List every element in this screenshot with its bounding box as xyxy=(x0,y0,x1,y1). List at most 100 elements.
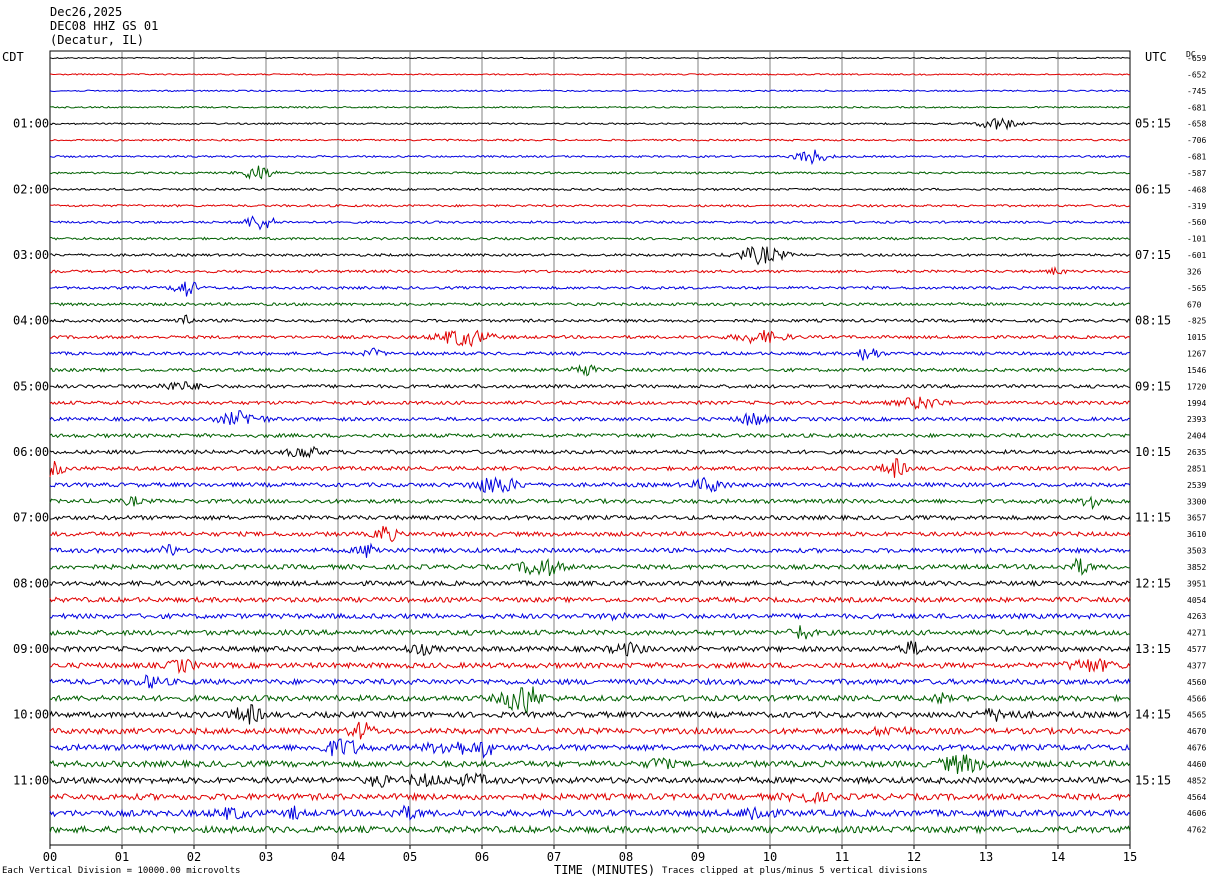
dc-offset-label: 1720 xyxy=(1187,382,1206,391)
right-timezone: UTC xyxy=(1145,50,1167,64)
trace-green xyxy=(49,301,1131,307)
left-hour-label: 03:00 xyxy=(13,248,49,262)
trace-red xyxy=(49,457,1131,478)
left-hour-label: 11:00 xyxy=(13,773,49,787)
right-hour-label: 11:15 xyxy=(1135,511,1171,525)
dc-offset-label: 4670 xyxy=(1187,727,1206,736)
trace-red xyxy=(49,595,1131,604)
trace-blue xyxy=(49,674,1131,689)
x-tick-label: 06 xyxy=(475,850,489,864)
dc-offset-label: 3503 xyxy=(1187,547,1206,556)
trace-red xyxy=(49,266,1131,275)
dc-offset-label: 3951 xyxy=(1187,579,1206,588)
trace-green xyxy=(49,432,1131,439)
dc-offset-label: -658 xyxy=(1187,120,1206,129)
right-hour-label: 06:15 xyxy=(1135,182,1171,196)
scale-note: Each Vertical Division = 10000.00 microv… xyxy=(2,866,241,876)
left-hour-label: 08:00 xyxy=(13,576,49,590)
trace-red xyxy=(49,203,1131,208)
right-hour-label: 07:15 xyxy=(1135,248,1171,262)
trace-red xyxy=(49,657,1131,675)
clip-note: Traces clipped at plus/minus 5 vertical … xyxy=(662,866,928,876)
right-hour-label: 13:15 xyxy=(1135,642,1171,656)
trace-blue xyxy=(49,215,1131,231)
dc-offset-label: -825 xyxy=(1187,317,1206,326)
dc-offset-label: 3300 xyxy=(1187,497,1206,506)
trace-black xyxy=(49,772,1131,788)
trace-blue xyxy=(49,738,1131,759)
dc-offset-label: -319 xyxy=(1187,202,1206,211)
trace-black xyxy=(49,445,1131,459)
trace-blue xyxy=(49,542,1131,558)
left-hour-label: 10:00 xyxy=(13,708,49,722)
x-tick-label: 05 xyxy=(403,850,417,864)
left-hour-label: 04:00 xyxy=(13,314,49,328)
trace-black xyxy=(49,187,1131,192)
right-hour-label: 10:15 xyxy=(1135,445,1171,459)
trace-blue xyxy=(49,89,1131,93)
dc-offset-label: 4606 xyxy=(1187,809,1206,818)
dc-offset-label: -681 xyxy=(1187,103,1206,112)
dc-offset-label: 4565 xyxy=(1187,711,1206,720)
right-hour-label: 15:15 xyxy=(1135,773,1171,787)
left-hour-label: 07:00 xyxy=(13,511,49,525)
dc-offset-label: 2851 xyxy=(1187,464,1206,473)
dc-offset-label: -565 xyxy=(1187,284,1206,293)
trace-black xyxy=(49,314,1131,325)
x-tick-label: 03 xyxy=(259,850,273,864)
x-tick-label: 14 xyxy=(1051,850,1065,864)
x-tick-label: 15 xyxy=(1123,850,1137,864)
dc-offset-label: -652 xyxy=(1187,70,1206,79)
dc-offset-label: 4377 xyxy=(1187,661,1206,670)
dc-offset-label: -706 xyxy=(1187,136,1206,145)
trace-red xyxy=(49,791,1131,805)
dc-offset-label: 1994 xyxy=(1187,399,1206,408)
trace-black xyxy=(49,703,1131,725)
trace-black xyxy=(49,56,1131,60)
x-tick-label: 02 xyxy=(187,850,201,864)
dc-offset-label: 4852 xyxy=(1187,776,1206,785)
trace-green xyxy=(49,754,1131,774)
trace-green xyxy=(50,236,1131,241)
header-date: Dec26,2025 xyxy=(50,5,123,19)
x-tick-label: 01 xyxy=(115,850,129,864)
trace-red xyxy=(49,329,1131,348)
dc-offset-label: 326 xyxy=(1187,267,1202,276)
trace-blue xyxy=(49,611,1131,622)
trace-black xyxy=(49,579,1131,588)
dc-offset-label: 2404 xyxy=(1187,432,1206,441)
dc-offset-label: 4054 xyxy=(1187,596,1206,605)
trace-black xyxy=(49,245,1131,266)
dc-offset-label: 4271 xyxy=(1187,629,1206,638)
dc-offset-label: -601 xyxy=(1187,251,1206,260)
x-tick-label: 07 xyxy=(547,850,561,864)
dc-offset-label: -659 xyxy=(1187,54,1206,63)
trace-red xyxy=(49,73,1131,76)
header: Dec26,2025 DEC08 HHZ GS 01 (Decatur, IL) xyxy=(50,5,158,47)
dc-offset-label: 4460 xyxy=(1187,760,1206,769)
trace-red xyxy=(49,525,1131,543)
trace-green xyxy=(49,105,1131,109)
trace-blue xyxy=(49,476,1131,494)
left-hour-label: 02:00 xyxy=(13,182,49,196)
right-hour-label: 09:15 xyxy=(1135,379,1171,393)
dc-offset-label: 670 xyxy=(1187,300,1202,309)
trace-green xyxy=(49,557,1131,577)
trace-green xyxy=(49,824,1131,835)
header-station: DEC08 HHZ GS 01 xyxy=(50,19,159,33)
dc-header: DC xyxy=(1186,50,1196,59)
trace-red xyxy=(49,396,1131,410)
left-hour-label: 06:00 xyxy=(13,445,49,459)
trace-blue xyxy=(49,149,1131,166)
right-hour-label: 08:15 xyxy=(1135,314,1171,328)
dc-offset-label: 4762 xyxy=(1187,826,1206,835)
dc-offset-label: 1546 xyxy=(1187,366,1206,375)
x-tick-label: 08 xyxy=(619,850,633,864)
dc-offset-label: -587 xyxy=(1187,169,1206,178)
trace-black xyxy=(49,381,1131,391)
dc-offset-label: 3610 xyxy=(1187,530,1206,539)
dc-offset-label: 4566 xyxy=(1187,694,1206,703)
dc-offset-label: 2393 xyxy=(1187,415,1206,424)
trace-blue xyxy=(49,804,1131,821)
